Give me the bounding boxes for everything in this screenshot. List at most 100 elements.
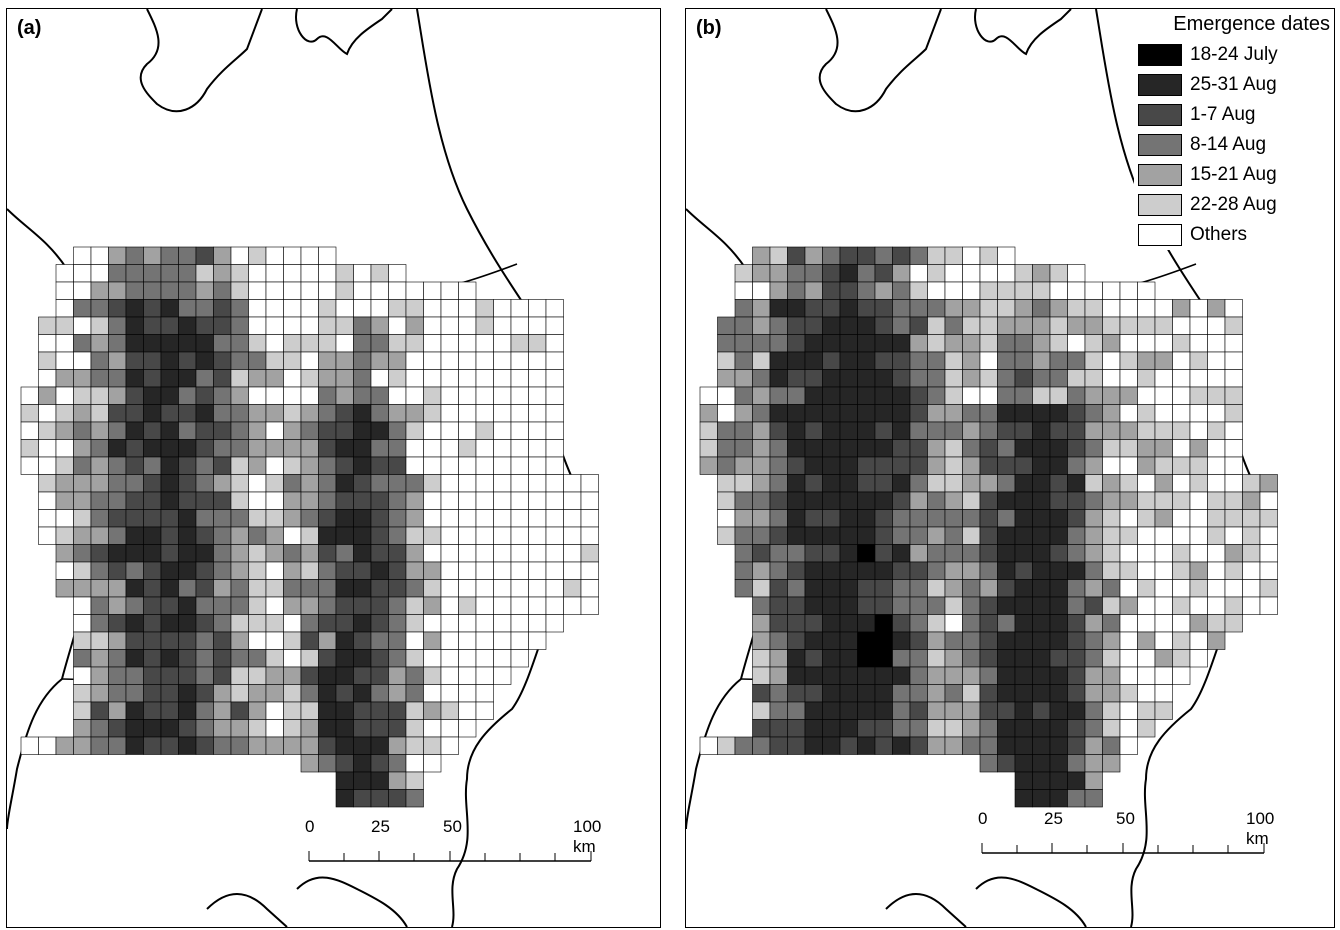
grid-cell	[195, 579, 214, 598]
grid-cell	[1102, 386, 1121, 405]
grid-cell	[857, 281, 876, 300]
grid-cell	[125, 631, 144, 650]
grid-cell	[283, 614, 302, 633]
grid-cell	[90, 614, 109, 633]
grid-cell	[1032, 579, 1051, 598]
grid-cell	[944, 684, 963, 703]
grid-cell	[353, 369, 372, 388]
grid-cell	[997, 736, 1016, 755]
grid-cell	[160, 421, 179, 440]
grid-cell	[1259, 579, 1278, 598]
grid-cell	[563, 596, 582, 615]
grid-cell	[944, 491, 963, 510]
grid-cell	[804, 509, 823, 528]
grid-cell	[1014, 701, 1033, 720]
grid-cell	[769, 509, 788, 528]
grid-cell	[213, 456, 232, 475]
grid-cell	[857, 509, 876, 528]
grid-cell	[143, 736, 162, 755]
grid-cell	[1119, 614, 1138, 633]
grid-cell	[195, 474, 214, 493]
grid-cell	[1242, 474, 1261, 493]
grid-cell	[248, 316, 267, 335]
grid-cell	[300, 561, 319, 580]
grid-cell	[108, 299, 127, 318]
grid-cell	[248, 701, 267, 720]
grid-cell	[944, 544, 963, 563]
grid-cell	[458, 666, 477, 685]
grid-cell	[108, 386, 127, 405]
grid-cell	[979, 754, 998, 773]
grid-cell	[160, 369, 179, 388]
grid-cell	[1119, 491, 1138, 510]
grid-cell	[178, 369, 197, 388]
grid-cell	[962, 719, 981, 738]
grid-cell	[528, 544, 547, 563]
grid-cell	[195, 334, 214, 353]
grid-cell	[370, 439, 389, 458]
grid-cell	[370, 369, 389, 388]
legend-label: 8-14 Aug	[1190, 134, 1267, 155]
grid-cell	[1224, 526, 1243, 545]
grid-cell	[423, 701, 442, 720]
grid-cell	[1032, 299, 1051, 318]
grid-cell	[1154, 456, 1173, 475]
grid-cell	[405, 281, 424, 300]
grid-cell	[874, 299, 893, 318]
grid-cell	[510, 439, 529, 458]
grid-cell	[769, 474, 788, 493]
grid-cell	[353, 631, 372, 650]
grid-cell	[979, 666, 998, 685]
grid-cell	[769, 299, 788, 318]
grid-cell	[892, 456, 911, 475]
grid-cell	[1172, 299, 1191, 318]
grid-cell	[927, 736, 946, 755]
grid-cell	[493, 369, 512, 388]
grid-cell	[353, 579, 372, 598]
grid-cell	[1084, 736, 1103, 755]
grid-cell	[927, 544, 946, 563]
grid-cell	[178, 439, 197, 458]
map-panel-b: (b) Emergence dates 18-24 July 25-31 Aug…	[685, 8, 1335, 928]
grid-cell	[1032, 771, 1051, 790]
grid-cell	[1032, 666, 1051, 685]
grid-cell	[265, 456, 284, 475]
grid-cell	[839, 334, 858, 353]
grid-cell	[752, 561, 771, 580]
grid-cell	[300, 719, 319, 738]
grid-cell	[318, 631, 337, 650]
grid-cell	[944, 614, 963, 633]
grid-cell	[857, 421, 876, 440]
grid-cell	[370, 281, 389, 300]
grid-cell	[178, 491, 197, 510]
grid-cell	[1084, 614, 1103, 633]
grid-cell	[962, 509, 981, 528]
grid-cell	[90, 491, 109, 510]
grid-cell	[108, 316, 127, 335]
grid-cell	[1084, 474, 1103, 493]
grid-cell	[874, 246, 893, 265]
grid-cell	[458, 509, 477, 528]
grid-cell	[962, 561, 981, 580]
grid-cell	[423, 719, 442, 738]
grid-cell	[73, 299, 92, 318]
grid-cell	[944, 246, 963, 265]
grid-cell	[370, 614, 389, 633]
grid-cell	[979, 351, 998, 370]
grid-cell	[1207, 456, 1226, 475]
legend-item: 15-21 Aug	[1134, 160, 1330, 190]
grid-cell	[283, 649, 302, 668]
grid-cell	[230, 369, 249, 388]
grid-cell	[125, 334, 144, 353]
grid-cell	[195, 456, 214, 475]
grid-cell	[55, 579, 74, 598]
grid-cell	[892, 491, 911, 510]
grid-cell	[1207, 299, 1226, 318]
grid-cell	[125, 281, 144, 300]
grid-cell	[1154, 299, 1173, 318]
grid-cell	[353, 701, 372, 720]
grid-cell	[1084, 701, 1103, 720]
grid-cell	[90, 264, 109, 283]
grid-cell	[909, 439, 928, 458]
grid-cell	[423, 369, 442, 388]
